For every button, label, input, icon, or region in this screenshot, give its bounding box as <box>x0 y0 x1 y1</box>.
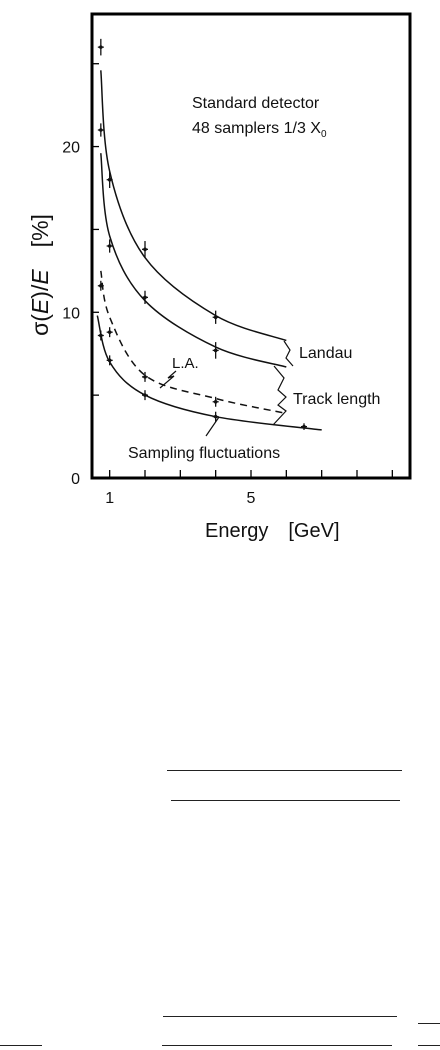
track-length-data-point <box>97 123 104 137</box>
point-marker <box>99 283 103 288</box>
point-marker <box>302 424 306 429</box>
divider-line <box>167 770 402 771</box>
l-a-curve <box>100 270 287 415</box>
x-axis-title: Energy [GeV] <box>205 520 340 542</box>
y-label-var2: E <box>27 269 53 285</box>
annotation-line-2-main: 48 samplers 1/3 X <box>192 120 321 137</box>
sampling-fluctuations-data-point <box>142 390 148 401</box>
track-length-curve <box>100 153 287 368</box>
label-track-length: Track length <box>293 391 380 408</box>
point-marker <box>213 414 218 419</box>
label-landau: Landau <box>299 345 352 362</box>
point-marker <box>143 247 147 252</box>
point-marker <box>213 348 218 353</box>
l-a-data-point <box>142 371 148 382</box>
divider-line <box>171 800 400 801</box>
sampling-fluctuations-curve <box>96 315 322 431</box>
point-marker <box>99 333 103 338</box>
point-marker <box>99 45 103 49</box>
annotation-line-2: 48 samplers 1/3 X0 <box>192 120 327 140</box>
sampling-fluctuations-data-point <box>301 423 307 430</box>
divider-line <box>0 1045 42 1046</box>
la-leader <box>159 370 177 389</box>
landau-data-point <box>142 241 148 258</box>
point-marker <box>143 295 147 300</box>
point-marker <box>107 330 112 334</box>
annotation-subscript: 0 <box>321 129 327 140</box>
landau-data-point <box>106 171 113 188</box>
point-marker <box>107 177 112 182</box>
landau-data-point <box>97 38 104 56</box>
track-length-data-point <box>212 342 219 359</box>
point-marker <box>99 128 103 132</box>
axis-ticks: 1 5 0 10 20 <box>62 63 393 507</box>
track-length-data-point <box>106 239 113 253</box>
point-marker <box>143 393 147 397</box>
point-marker <box>107 244 112 248</box>
y-tick-label: 10 <box>62 305 80 322</box>
y-label-prefix: σ( <box>27 314 53 336</box>
l-a-data-point <box>97 280 104 291</box>
sampling-fluctuations-data-point <box>97 330 104 341</box>
l-a-data-point <box>106 327 113 338</box>
point-marker <box>143 375 147 379</box>
annotation-line-1: Standard detector <box>192 95 320 112</box>
point-marker <box>213 399 218 404</box>
x-tick-label: 1 <box>105 490 114 507</box>
point-marker <box>213 315 218 320</box>
track-length-bracket <box>272 365 287 426</box>
l-a-data-point <box>212 396 219 407</box>
divider-line <box>418 1045 440 1046</box>
y-label-mid: )/ <box>27 284 53 299</box>
divider-line <box>163 1016 397 1017</box>
resolution-chart: 1 5 0 10 20 Standard detector 48 samplers 1/… <box>27 12 412 542</box>
label-la: L.A. <box>172 355 199 372</box>
divider-line <box>162 1045 392 1046</box>
y-tick-label: 0 <box>71 471 80 488</box>
sampling-fluctuations-data-point <box>212 411 219 422</box>
track-length-data-point <box>142 290 148 304</box>
x-axis-unit: [GeV] <box>288 520 339 542</box>
y-axis-unit: [%] <box>27 214 53 247</box>
landau-data-point <box>212 310 219 324</box>
sampling-fluctuations-data-point <box>106 355 113 366</box>
landau-bracket <box>283 340 294 367</box>
series-points <box>97 38 307 430</box>
y-label-var: E <box>27 298 53 314</box>
label-sampling: Sampling fluctuations <box>128 445 280 462</box>
x-axis-label: Energy <box>205 520 268 542</box>
y-tick-label: 20 <box>62 140 80 157</box>
x-tick-label: 5 <box>247 490 256 507</box>
sampling-leader <box>205 416 220 437</box>
divider-line <box>418 1023 440 1024</box>
point-marker <box>107 358 112 363</box>
plot-frame <box>90 12 412 480</box>
y-axis-title: σ(E)/E[%] <box>27 214 53 336</box>
label-brackets <box>159 340 294 437</box>
